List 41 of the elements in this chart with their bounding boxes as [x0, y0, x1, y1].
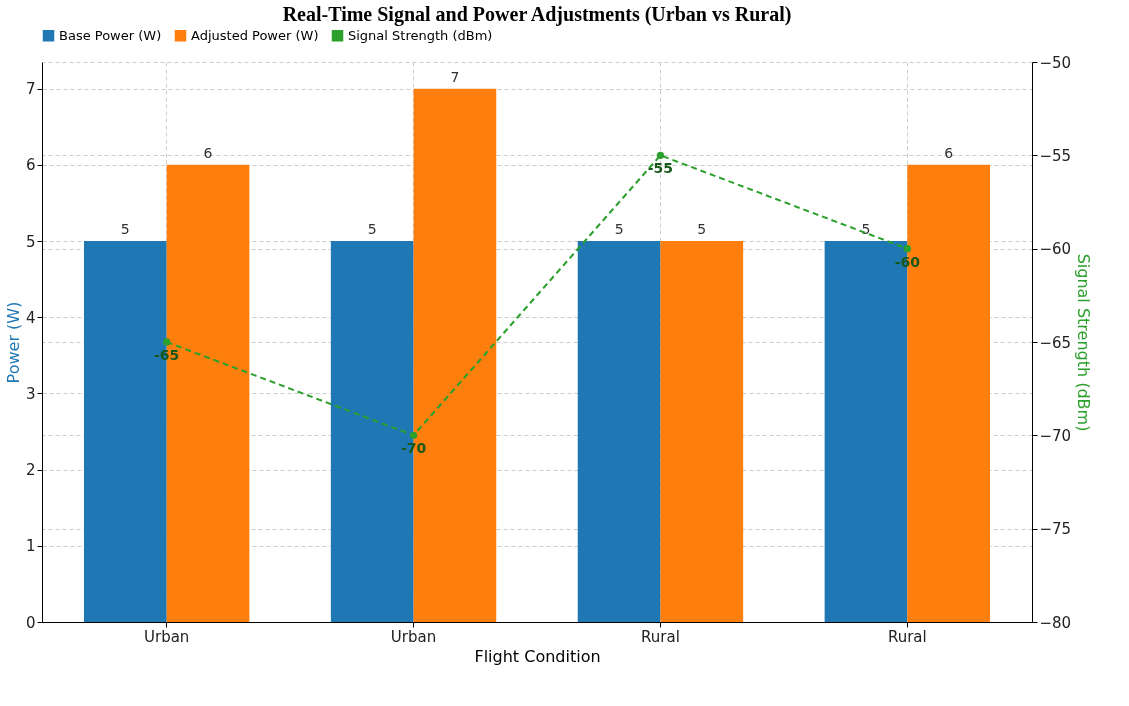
y-axis-title: Power (W): [3, 301, 23, 384]
data-label: -65: [154, 347, 180, 363]
y-tick-label: 1: [25, 537, 36, 556]
y-tick-label: 4: [25, 308, 36, 327]
legend-label: Base Power (W): [59, 27, 162, 43]
data-label: 6: [203, 144, 213, 161]
y2-tick-label: −75: [1039, 520, 1072, 539]
y2-tick-label: −55: [1039, 146, 1072, 165]
data-label: 5: [120, 221, 130, 238]
data-label: 5: [367, 221, 377, 238]
y2-tick-label: −70: [1039, 426, 1072, 445]
point: [409, 431, 418, 440]
point: [162, 338, 171, 346]
y2-axis-title: Signal Strength (dBm): [1074, 253, 1094, 432]
y2-tick-label: −65: [1039, 333, 1072, 352]
x-tick-label: Rural: [641, 627, 680, 646]
data-label: 5: [861, 221, 871, 238]
legend-label: Adjusted Power (W): [191, 27, 319, 43]
data-label: 6: [944, 144, 954, 161]
y2-tick-label: −80: [1039, 613, 1072, 632]
point: [903, 244, 912, 253]
y-tick-label: 5: [25, 232, 36, 251]
y-tick-label: 0: [25, 613, 36, 632]
x-tick-label: Urban: [390, 627, 437, 646]
data-label: 5: [614, 221, 624, 238]
x-axis-title: Flight Condition: [474, 646, 601, 666]
y2-tick-label: −60: [1039, 240, 1072, 259]
y-tick-label: 7: [25, 80, 36, 99]
y2-tick-label: −50: [1039, 53, 1072, 72]
chart-title: Real-Time Signal and Power Adjustments (Urban vs Rural): [282, 3, 792, 26]
data-label: -70: [400, 440, 427, 457]
y-tick-label: 6: [25, 156, 36, 175]
x-tick-label: Urban: [143, 627, 190, 646]
point: [656, 151, 665, 160]
legend-label: Signal Strength (dBm): [348, 27, 493, 43]
x-tick-label: Rural: [887, 627, 927, 646]
data-label: 7: [450, 68, 460, 85]
y-tick-label: 2: [25, 461, 36, 480]
y-tick-label: 3: [25, 384, 36, 403]
data-label: -55: [647, 160, 674, 177]
data-label: 5: [697, 221, 707, 238]
